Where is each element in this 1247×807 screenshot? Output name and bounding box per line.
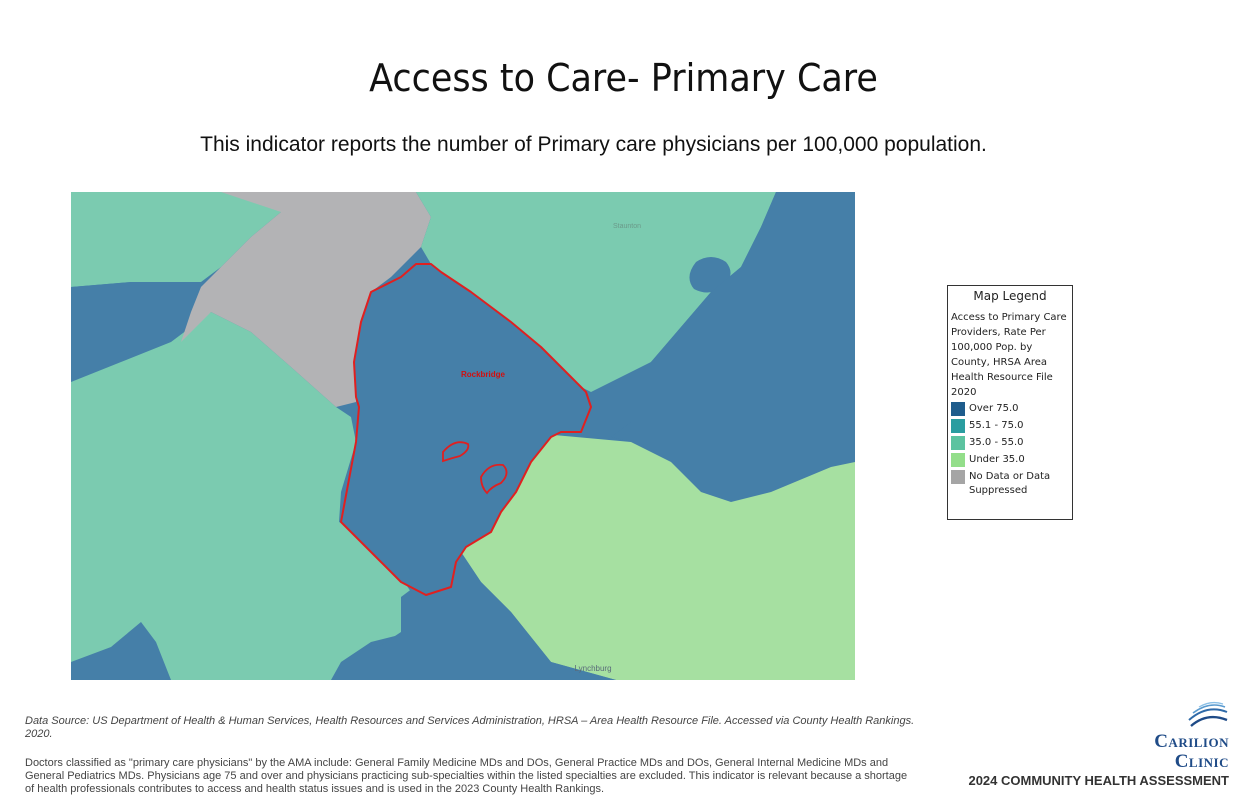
county-southwest[interactable]: [71, 622, 171, 680]
definition-note: Doctors classified as "primary care phys…: [25, 757, 908, 795]
county-rockbridge[interactable]: [340, 263, 592, 596]
legend-swatch: [951, 402, 965, 416]
legend-swatch: [951, 419, 965, 433]
place-label-lynchburg: Lynchburg: [574, 664, 611, 673]
county-northwest[interactable]: [71, 192, 301, 287]
legend-item-label: 35.0 - 55.0: [969, 437, 1024, 448]
brand-tagline: 2024 COMMUNITY HEALTH ASSESSMENT: [968, 773, 1229, 788]
page-title: Access to Care- Primary Care: [369, 56, 878, 100]
legend-item: 35.0 - 55.0: [951, 436, 1069, 450]
city-lexington[interactable]: [442, 441, 470, 463]
legend-items: Over 75.0 55.1 - 75.0 35.0 - 55.0 Under …: [951, 402, 1069, 498]
legend-title: Map Legend: [973, 289, 1047, 303]
legend-swatch: [951, 453, 965, 467]
brand-name: Carilion Clinic: [1154, 732, 1229, 772]
map-legend: Map Legend Access to Primary Care Provid…: [947, 285, 1073, 520]
county-east[interactable]: [611, 192, 855, 502]
legend-item-label: Under 35.0: [969, 454, 1025, 465]
legend-description: Access to Primary Care Providers, Rate P…: [951, 312, 1067, 398]
swoosh-logo-icon: [1188, 701, 1228, 727]
county-label-rockbridge: Rockbridge: [461, 370, 506, 379]
legend-item: Under 35.0: [951, 453, 1069, 467]
map-canvas[interactable]: Rockbridge Staunton Lynchburg: [71, 192, 855, 680]
city-buena-vista[interactable]: [480, 463, 508, 495]
legend-item: No Data or Data Suppressed: [951, 470, 1069, 498]
page-subtitle: This indicator reports the number of Pri…: [200, 133, 987, 156]
legend-item-label: Over 75.0: [969, 403, 1019, 414]
legend-item-label: No Data or Data Suppressed: [969, 471, 1051, 496]
legend-item-label: 55.1 - 75.0: [969, 420, 1024, 431]
data-source-note: Data Source: US Department of Health & H…: [25, 715, 915, 740]
county-west-band[interactable]: [71, 282, 211, 382]
legend-swatch: [951, 470, 965, 484]
brand-name-line2: Clinic: [1174, 751, 1229, 772]
county-west[interactable]: [71, 312, 421, 680]
legend-item: 55.1 - 75.0: [951, 419, 1069, 433]
brand-name-line1: Carilion: [1154, 731, 1229, 752]
place-label-staunton: Staunton: [613, 223, 641, 230]
choropleth-map[interactable]: Rockbridge Staunton Lynchburg: [71, 192, 855, 680]
city-staunton-area[interactable]: [689, 257, 731, 293]
county-southeast[interactable]: [461, 432, 855, 680]
legend-swatch: [951, 436, 965, 450]
legend-item: Over 75.0: [951, 402, 1069, 416]
county-augusta[interactable]: [416, 192, 776, 392]
county-no-data[interactable]: [181, 192, 431, 407]
